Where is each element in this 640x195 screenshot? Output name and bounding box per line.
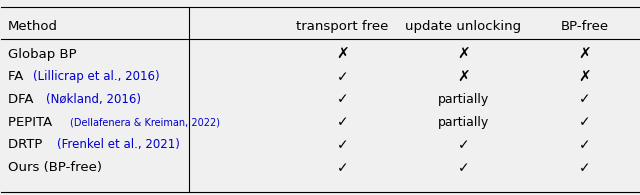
Text: ✓: ✓ bbox=[579, 115, 590, 129]
Text: ✗: ✗ bbox=[578, 47, 591, 62]
Text: DRTP: DRTP bbox=[8, 138, 46, 152]
Text: update unlocking: update unlocking bbox=[405, 20, 522, 33]
Text: Method: Method bbox=[8, 20, 58, 33]
Text: ✓: ✓ bbox=[337, 161, 348, 175]
Text: ✗: ✗ bbox=[457, 69, 470, 84]
Text: ✓: ✓ bbox=[579, 161, 590, 175]
Text: ✓: ✓ bbox=[337, 138, 348, 152]
Text: ✗: ✗ bbox=[457, 47, 470, 62]
Text: FA: FA bbox=[8, 70, 28, 83]
Text: ✓: ✓ bbox=[458, 138, 469, 152]
Text: DFA: DFA bbox=[8, 93, 38, 106]
Text: (Frenkel et al., 2021): (Frenkel et al., 2021) bbox=[58, 138, 180, 152]
Text: partially: partially bbox=[438, 93, 489, 106]
Text: BP-free: BP-free bbox=[561, 20, 609, 33]
Text: ✗: ✗ bbox=[578, 69, 591, 84]
Text: ✗: ✗ bbox=[336, 47, 349, 62]
Text: Ours (BP-free): Ours (BP-free) bbox=[8, 161, 102, 174]
Text: ✓: ✓ bbox=[337, 93, 348, 107]
Text: ✓: ✓ bbox=[337, 70, 348, 84]
Text: ✓: ✓ bbox=[579, 93, 590, 107]
Text: Globap BP: Globap BP bbox=[8, 48, 76, 61]
Text: PEPITA: PEPITA bbox=[8, 116, 56, 129]
Text: (Lillicrap et al., 2016): (Lillicrap et al., 2016) bbox=[33, 70, 159, 83]
Text: ✓: ✓ bbox=[337, 115, 348, 129]
Text: transport free: transport free bbox=[296, 20, 388, 33]
Text: (Nøkland, 2016): (Nøkland, 2016) bbox=[46, 93, 141, 106]
Text: partially: partially bbox=[438, 116, 489, 129]
Text: ✓: ✓ bbox=[579, 138, 590, 152]
Text: (Dellafenera & Kreiman, 2022): (Dellafenera & Kreiman, 2022) bbox=[70, 117, 220, 127]
Text: ✓: ✓ bbox=[458, 161, 469, 175]
